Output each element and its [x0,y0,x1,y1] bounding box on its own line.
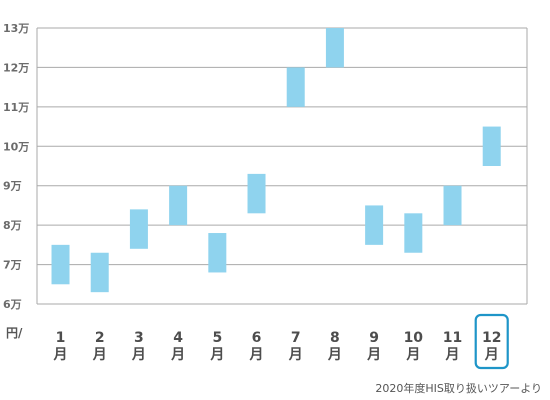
month-number-label: 1 [56,330,66,346]
month-number-label: 8 [330,330,340,346]
range-bar [90,252,109,293]
month-suffix-label: 月 [53,347,68,363]
grid-lines [36,27,528,305]
month-suffix-label: 月 [131,347,146,363]
x-tick-label: 6月 [249,330,264,363]
range-bar [51,244,70,285]
range-bar [208,233,227,273]
y-axis: 6万 7万 8万 9万 10万 11万 12万 13万 [3,22,29,311]
y-tick-label: 11万 [3,101,29,114]
x-tick-label: 8月 [327,330,342,363]
month-number-label: 6 [252,330,262,346]
x-tick-label: 5月 [209,330,224,363]
x-tick-label: 1月 [53,330,68,363]
range-bar [169,185,188,226]
y-tick-label: 10万 [3,140,29,153]
month-suffix-label: 月 [445,347,460,363]
month-suffix-label: 月 [405,347,420,363]
x-tick-label: 2月 [92,330,107,363]
month-suffix-label: 月 [288,347,303,363]
month-number-label: 10 [404,330,424,346]
source-note: 2020年度HIS取り扱いツアーより [375,382,542,395]
range-bar [129,209,148,249]
y-tick-label: 13万 [3,22,29,35]
range-bar [482,126,501,166]
y-tick-label: 6万 [3,298,22,311]
month-number-label: 7 [291,330,301,346]
x-tick-label: 4月 [170,330,185,363]
month-number-label: 3 [134,330,144,346]
y-tick-label: 9万 [3,180,22,193]
month-suffix-label: 月 [249,347,264,363]
y-tick-label: 8万 [3,219,22,232]
range-bar [325,28,344,68]
month-number-label: 12 [482,330,501,346]
x-tick-label: 11月 [443,330,462,363]
month-suffix-label: 月 [170,347,185,363]
month-suffix-label: 月 [484,347,499,363]
month-suffix-label: 月 [327,347,342,363]
yen-unit-label: 円/ [6,326,23,340]
highlight-box [474,313,509,370]
month-number-label: 2 [95,330,105,346]
y-tick-label: 7万 [3,259,22,272]
x-tick-label: 9月 [366,330,381,363]
x-tick-label: 7月 [288,330,303,363]
x-tick-label: 3月 [131,330,146,363]
month-suffix-label: 月 [366,347,381,363]
month-suffix-label: 月 [92,347,107,363]
range-bar [443,185,462,226]
month-suffix-label: 月 [209,347,224,363]
x-tick-label: 10月 [404,330,424,363]
range-bar [286,67,305,107]
x-tick-label: 12月 [474,313,509,370]
range-bar [365,205,384,245]
month-number-label: 5 [212,330,222,346]
y-tick-label: 12万 [3,61,29,74]
range-bars [51,28,501,293]
range-bar [247,173,266,214]
range-bar [404,213,423,253]
month-number-label: 4 [173,330,183,346]
month-number-label: 9 [369,330,379,346]
month-number-label: 11 [443,330,462,346]
